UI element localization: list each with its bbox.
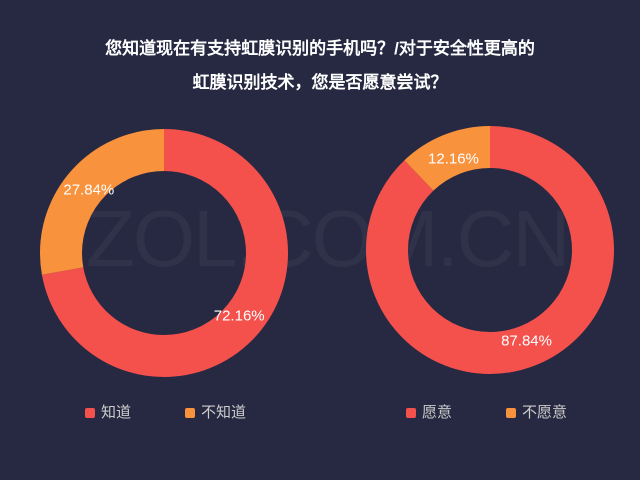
legend-swatch-icon (185, 408, 196, 418)
donut-segment-不知道[interactable] (40, 129, 288, 377)
page-title-line-2: 虹膜识别技术，您是否愿意尝试？ (192, 73, 448, 92)
legend-item-愿意[interactable]: 愿意 (406, 405, 452, 421)
legend-label: 知道 (101, 404, 132, 421)
legend-swatch-icon (506, 408, 517, 418)
legend-label: 不知道 (201, 404, 247, 421)
slice-value-label-不知道: 27.84% (63, 181, 115, 199)
legend-item-知道[interactable]: 知道 (85, 405, 131, 421)
legend-awareness: 知道 不知道 (85, 405, 246, 421)
page-title-line-1: 您知道现在有支持虹膜识别的手机吗？/对于安全性更高的 (105, 39, 535, 58)
donut-chart-awareness: 72.16% 27.84% (34, 123, 294, 383)
legend-item-不愿意[interactable]: 不愿意 (506, 405, 567, 421)
legend-label: 不愿意 (522, 404, 568, 421)
slice-value-label-不愿意: 12.16% (428, 150, 479, 168)
legend-swatch-icon (85, 408, 95, 418)
donut-segment-不愿意[interactable] (366, 126, 614, 374)
legend-swatch-icon (406, 408, 416, 418)
donut-chart-willingness: 87.84% 12.16% (360, 120, 620, 380)
legend-label: 愿意 (422, 404, 453, 421)
slice-value-label-知道: 72.16% (213, 307, 265, 325)
page-title: 您知道现在有支持虹膜识别的手机吗？/对于安全性更高的 虹膜识别技术，您是否愿意尝… (0, 32, 640, 100)
legend-willingness: 愿意 不愿意 (406, 405, 567, 421)
legend-item-不知道[interactable]: 不知道 (185, 405, 246, 421)
slice-value-label-愿意: 87.84% (501, 332, 552, 350)
donut-segment-愿意[interactable] (366, 126, 614, 374)
